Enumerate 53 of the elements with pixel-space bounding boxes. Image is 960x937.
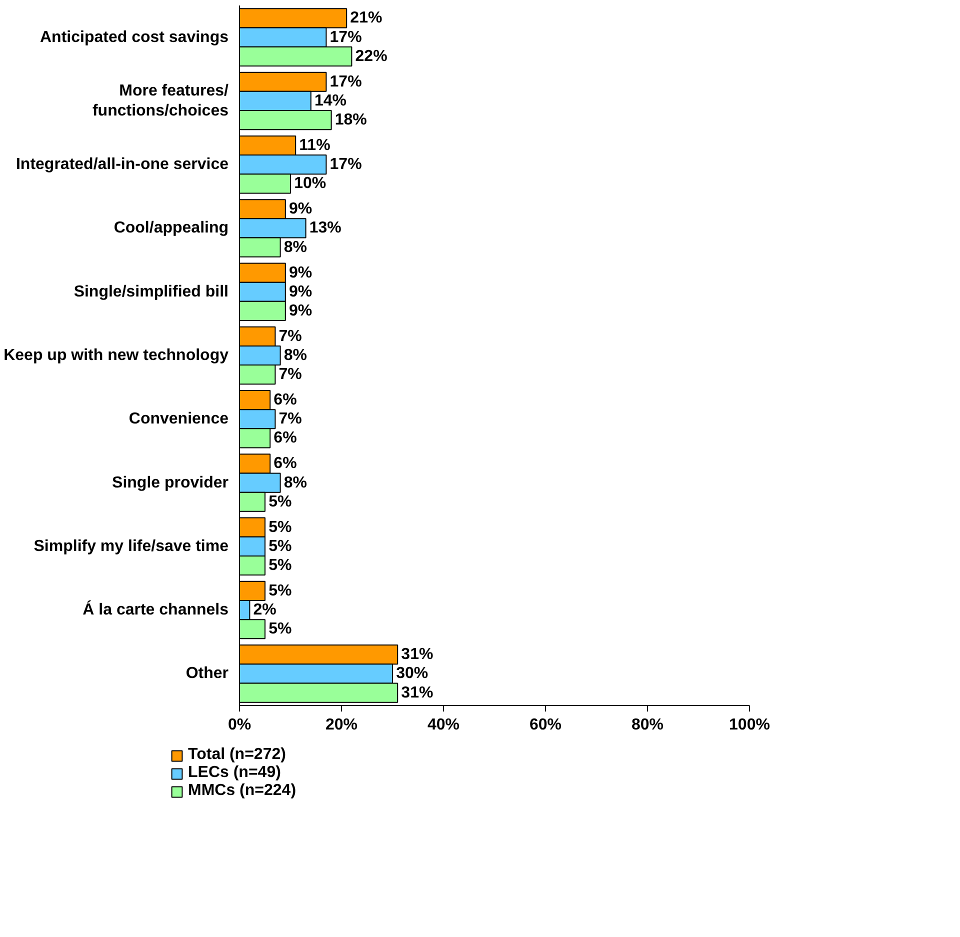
data-label: 7% (278, 328, 302, 345)
legend-label: Total (n=272) (188, 746, 286, 764)
data-label: 22% (355, 48, 388, 65)
data-label: 11% (299, 137, 330, 154)
data-label: 21% (350, 10, 382, 27)
data-label: 9% (288, 200, 312, 218)
data-label: 9% (288, 283, 312, 300)
x-tick-label: 60% (529, 716, 562, 734)
data-label: 30% (396, 665, 428, 682)
y-tick-label: Cool/appealing (114, 220, 228, 237)
data-label: 8% (284, 474, 307, 492)
data-label: 9% (288, 302, 312, 320)
y-tick-label: Anticipated cost savings (40, 28, 229, 46)
data-label: 31% (401, 684, 434, 702)
y-tick-label: Integrated/all-in-one service (16, 156, 229, 174)
data-label: 17% (330, 156, 362, 174)
y-tick-label: Á la carte channels (82, 600, 229, 619)
data-label: 6% (274, 455, 297, 472)
data-label: 7% (278, 410, 302, 428)
legend-label: MMCs (n=224) (188, 782, 296, 800)
y-tick-label: Single provider (112, 474, 228, 492)
x-tick-label: 100% (729, 716, 770, 734)
data-label: 5% (268, 538, 292, 555)
legend-label: LECs (n=49) (188, 764, 281, 782)
data-label: 13% (309, 220, 342, 237)
data-label: 10% (294, 175, 326, 192)
y-tick-label: Convenience (128, 410, 229, 428)
data-label: 8% (284, 238, 307, 256)
y-tick-label: Simplify my life/save time (34, 538, 229, 555)
data-label: 17% (330, 73, 362, 90)
data-label: 5% (268, 518, 292, 536)
x-tick-label: 80% (631, 716, 664, 734)
y-tick-label: Other (186, 665, 228, 682)
data-label: 31% (401, 646, 434, 664)
y-tick-label: Single/simplified bill (74, 283, 228, 300)
x-tick-label: 40% (427, 716, 460, 734)
y-tick-label: More features/ functions/choices (92, 82, 230, 120)
data-label: 18% (334, 112, 367, 129)
data-label: 17% (330, 28, 362, 46)
data-label: 5% (268, 557, 292, 574)
y-tick-label: Keep up with new technology (4, 347, 229, 364)
data-label: 14% (314, 92, 346, 110)
data-label: 5% (268, 493, 292, 510)
data-label: 7% (278, 366, 302, 384)
data-label: 2% (253, 602, 276, 619)
x-tick-label: 20% (325, 716, 358, 734)
data-label: 6% (274, 392, 297, 409)
x-tick-label: 0% (228, 716, 252, 734)
data-label: 8% (284, 347, 307, 364)
data-label: 5% (268, 620, 292, 638)
data-label: 5% (268, 582, 292, 600)
data-label: 9% (288, 264, 312, 282)
data-label: 6% (274, 430, 297, 447)
